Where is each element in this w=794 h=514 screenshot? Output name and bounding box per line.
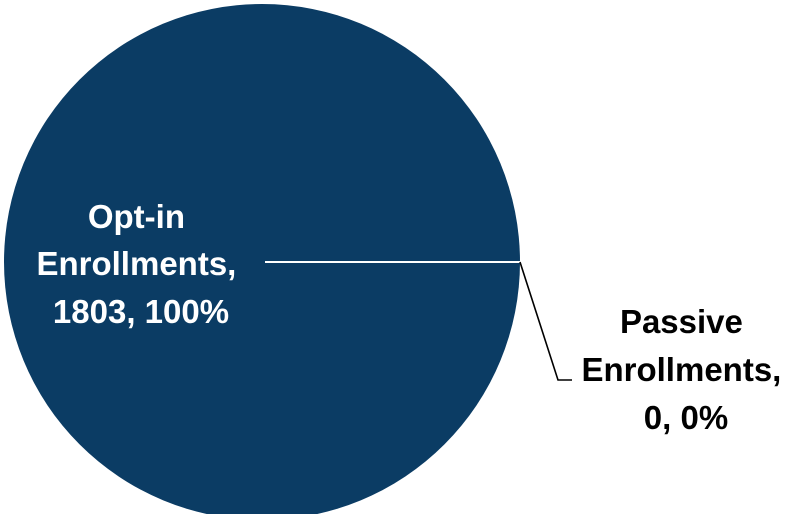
opt-in-label-line-2: Enrollments, (36, 245, 236, 282)
passive-label-line-3: 0, 0% (644, 399, 728, 436)
passive-data-label: Passive Enrollments, 0, 0% (581, 303, 790, 436)
passive-leader-line (519, 261, 572, 381)
passive-label-line-2: Enrollments, (581, 351, 781, 388)
pie-slices (4, 4, 520, 514)
opt-in-label-line-1: Opt-in (88, 198, 185, 235)
slice-opt-in-enrollments (4, 4, 520, 514)
passive-label-line-1: Passive (620, 303, 743, 340)
opt-in-label-line-3: 1803, 100% (53, 293, 229, 330)
opt-in-data-label: Opt-in Enrollments, 1803, 100% (36, 198, 245, 330)
